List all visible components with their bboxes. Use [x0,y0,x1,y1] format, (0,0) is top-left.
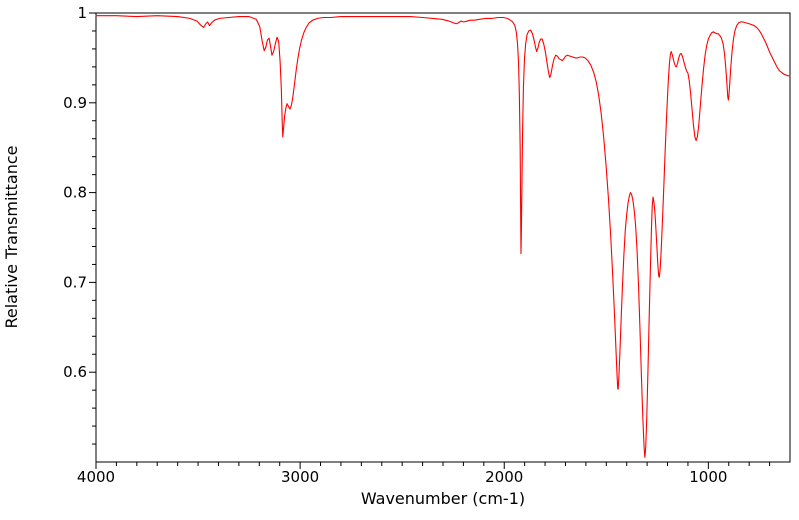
svg-text:0.8: 0.8 [63,184,87,202]
plot-border [95,12,791,463]
x-axis-title: Wavenumber (cm-1) [361,489,525,508]
x-axis-ticks [95,462,771,469]
x-tick-labels: 4000 3000 2000 1000 [77,468,728,486]
spectrum-line [95,15,791,459]
svg-text:4000: 4000 [77,468,115,486]
svg-text:0.6: 0.6 [63,363,87,381]
y-tick-labels: 0.6 0.7 0.8 0.9 1 [63,4,87,381]
svg-text:2000: 2000 [485,468,523,486]
svg-text:1000: 1000 [689,468,727,486]
svg-text:0.7: 0.7 [63,273,87,291]
y-axis-ticks [89,12,96,445]
svg-text:1: 1 [77,4,87,22]
svg-text:0.9: 0.9 [63,94,87,112]
y-axis-title: Relative Transmittance [2,145,21,328]
svg-text:3000: 3000 [281,468,319,486]
